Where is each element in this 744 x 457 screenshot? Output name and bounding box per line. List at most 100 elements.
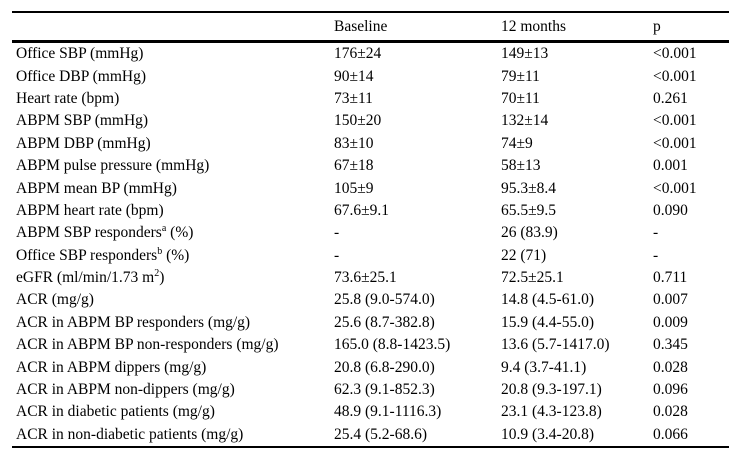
superscript-note: 2 (154, 267, 160, 279)
twelve-months-value: 9.4 (3.7-41.1) (501, 358, 587, 376)
twelve-months-value: 79±11 (501, 67, 540, 85)
p-value: <0.001 (653, 67, 697, 85)
p-value: 0.028 (653, 403, 688, 421)
p-value: 0.028 (653, 358, 688, 376)
header-row: Baseline 12 months p (12, 12, 729, 42)
table-row: Office SBP (mmHg) 176±24 149±13 <0.001 (12, 42, 729, 66)
p-value: - (653, 224, 659, 242)
twelve-months-value: 132±14 (501, 112, 549, 130)
baseline-value: 73±11 (334, 89, 373, 107)
baseline-value: - (334, 246, 340, 264)
twelve-months-value: 95.3±8.4 (501, 179, 557, 197)
header-parameter (12, 12, 334, 42)
p-value: 0.711 (653, 269, 688, 287)
baseline-value: 176±24 (334, 45, 382, 63)
baseline-value: 67±18 (334, 157, 374, 175)
table-row: ACR in ABPM BP responders (mg/g) 25.6 (8.… (12, 312, 729, 334)
twelve-months-value: 149±13 (501, 45, 549, 63)
row-label: ACR in ABPM BP non-responders (mg/g) (16, 336, 279, 354)
row-label: Office SBP respondersb (%) (16, 245, 190, 264)
baseline-value: 25.8 (9.0-574.0) (334, 291, 435, 309)
p-value: <0.001 (653, 179, 697, 197)
p-value: <0.001 (653, 134, 697, 152)
row-label: ACR in diabetic patients (mg/g) (16, 403, 215, 421)
p-value: 0.007 (653, 291, 688, 309)
baseline-value: 67.6±9.1 (334, 201, 390, 219)
table-row: ABPM mean BP (mmHg) 105±9 95.3±8.4 <0.001 (12, 177, 729, 199)
row-label: Office DBP (mmHg) (16, 67, 147, 85)
row-label: ABPM heart rate (bpm) (16, 201, 164, 219)
p-value: 0.345 (653, 336, 688, 354)
baseline-value: 90±14 (334, 67, 374, 85)
baseline-value: 25.4 (5.2-68.6) (334, 425, 427, 443)
baseline-value: - (334, 224, 340, 242)
twelve-months-value: 58±13 (501, 157, 541, 175)
baseline-value: 48.9 (9.1-1116.3) (334, 403, 442, 421)
twelve-months-value: 23.1 (4.3-123.8) (501, 403, 602, 421)
table-row: ACR in non-diabetic patients (mg/g) 25.4 … (12, 424, 729, 447)
row-label: Heart rate (bpm) (16, 89, 120, 107)
row-label: ACR in ABPM BP responders (mg/g) (16, 313, 251, 331)
table-row: ABPM SBP respondersa (%) - 26 (83.9) - (12, 222, 729, 244)
twelve-months-value: 20.8 (9.3-197.1) (501, 381, 602, 399)
table-row: ABPM DBP (mmHg) 83±10 74±9 <0.001 (12, 133, 729, 155)
p-value: - (653, 246, 659, 264)
row-label: eGFR (ml/min/1.73 m2) (16, 267, 165, 287)
p-value: 0.096 (653, 381, 688, 399)
baseline-value: 165.0 (8.8-1423.5) (334, 336, 451, 354)
table-row: Heart rate (bpm) 73±11 70±11 0.261 (12, 88, 729, 110)
header-baseline: Baseline (334, 17, 388, 35)
twelve-months-value: 65.5±9.5 (501, 201, 557, 219)
table-row: eGFR (ml/min/1.73 m2) 73.6±25.1 72.5±25.1 0… (12, 267, 729, 289)
header-p-value: p (653, 17, 661, 35)
row-label: ACR in non-diabetic patients (mg/g) (16, 425, 244, 443)
baseline-value: 150±20 (334, 112, 382, 130)
row-label: ABPM SBP respondersa (%) (16, 223, 194, 242)
row-label: ABPM mean BP (mmHg) (16, 179, 177, 197)
row-label: ACR (mg/g) (16, 291, 94, 309)
table-row: Office DBP (mmHg) 90±14 79±11 <0.001 (12, 65, 729, 87)
p-value: 0.066 (653, 425, 688, 443)
twelve-months-value: 74±9 (501, 134, 533, 152)
twelve-months-value: 10.9 (3.4-20.8) (501, 425, 594, 443)
row-label: Office SBP (mmHg) (16, 45, 144, 63)
twelve-months-value: 22 (71) (501, 246, 547, 264)
table-row: ACR (mg/g) 25.8 (9.0-574.0) 14.8 (4.5-61.0… (12, 289, 729, 311)
twelve-months-value: 70±11 (501, 89, 540, 107)
p-value: <0.001 (653, 112, 697, 130)
superscript-note: a (161, 223, 167, 235)
baseline-value: 73.6±25.1 (334, 269, 397, 287)
table-row: ACR in ABPM non-dippers (mg/g) 62.3 (9.1-… (12, 379, 729, 401)
table-row: ACR in diabetic patients (mg/g) 48.9 (9.1… (12, 401, 729, 423)
header-12-months: 12 months (501, 17, 567, 35)
row-label: ABPM DBP (mmHg) (16, 134, 151, 152)
superscript-note: b (157, 245, 163, 257)
twelve-months-value: 14.8 (4.5-61.0) (501, 291, 594, 309)
twelve-months-value: 72.5±25.1 (501, 269, 564, 287)
row-label: ABPM SBP (mmHg) (16, 112, 149, 130)
p-value: <0.001 (653, 45, 697, 63)
baseline-value: 25.6 (8.7-382.8) (334, 313, 435, 331)
table-body: Office SBP (mmHg) 176±24 149±13 <0.001 Offic… (12, 42, 729, 448)
table-row: ABPM SBP (mmHg) 150±20 132±14 <0.001 (12, 110, 729, 132)
row-label: ACR in ABPM non-dippers (mg/g) (16, 381, 235, 399)
table-row: ACR in ABPM dippers (mg/g) 20.8 (6.8-290.… (12, 356, 729, 378)
twelve-months-value: 13.6 (5.7-1417.0) (501, 336, 610, 354)
twelve-months-value: 26 (83.9) (501, 224, 558, 242)
paper-table-page: Baseline 12 months p Office SBP (mmHg) 17… (12, 11, 729, 449)
baseline-value: 105±9 (334, 179, 374, 197)
row-label: ABPM pulse pressure (mmHg) (16, 157, 210, 175)
twelve-months-value: 15.9 (4.4-55.0) (501, 313, 594, 331)
p-value: 0.261 (653, 89, 688, 107)
table-row: Office SBP respondersb (%) - 22 (71) - (12, 245, 729, 267)
baseline-value: 62.3 (9.1-852.3) (334, 381, 435, 399)
table-row: ABPM heart rate (bpm) 67.6±9.1 65.5±9.5 0.0… (12, 200, 729, 222)
table-row: ACR in ABPM BP non-responders (mg/g) 165.… (12, 334, 729, 356)
baseline-value: 83±10 (334, 134, 374, 152)
row-label: ACR in ABPM dippers (mg/g) (16, 358, 207, 376)
outcomes-table: Baseline 12 months p Office SBP (mmHg) 17… (12, 11, 729, 449)
p-value: 0.090 (653, 201, 688, 219)
p-value: 0.009 (653, 313, 688, 331)
baseline-value: 20.8 (6.8-290.0) (334, 358, 435, 376)
p-value: 0.001 (653, 157, 688, 175)
